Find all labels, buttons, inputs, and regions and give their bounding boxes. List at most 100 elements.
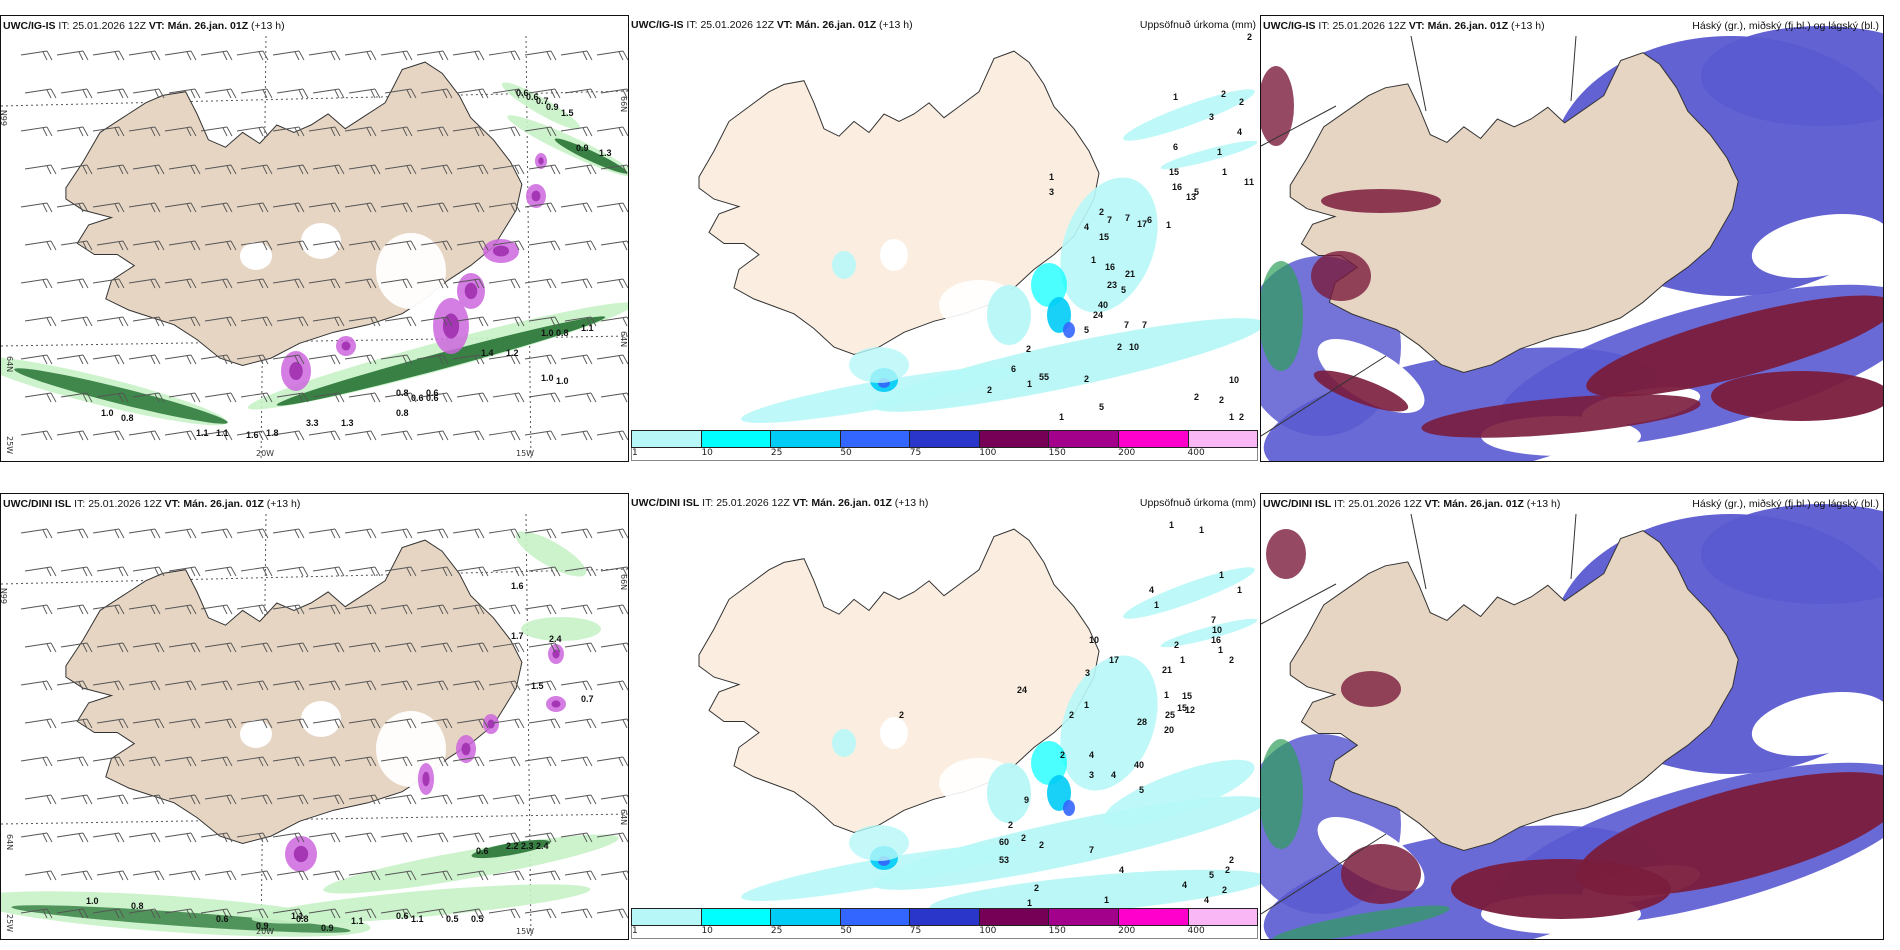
wind-barb	[488, 908, 521, 919]
wind-barb	[240, 566, 273, 577]
valid-time: Mán. 26.jan. 01Z	[183, 498, 264, 510]
wind-barb	[488, 604, 521, 615]
wind-barb	[276, 164, 309, 175]
wind-barb	[240, 164, 273, 175]
wind-barb	[308, 50, 341, 61]
wind-barb	[416, 680, 449, 691]
wind-barb	[416, 604, 449, 615]
wind-barb	[456, 794, 489, 805]
legend-swatch	[771, 909, 841, 925]
wind-barb	[384, 718, 417, 729]
wind-barb	[600, 794, 628, 805]
wind-barb	[528, 642, 561, 653]
wind-barb	[240, 642, 273, 653]
vt-label: VT:	[148, 20, 165, 32]
wind-barb	[236, 278, 269, 289]
lead-time: (+13 h)	[1511, 20, 1545, 32]
wind-barb	[492, 718, 525, 729]
precip-value-label: 3	[1209, 112, 1214, 122]
high-cloud-area	[1261, 261, 1303, 371]
wind-barb	[348, 240, 381, 251]
wind-barb	[24, 870, 57, 881]
wind-barb	[56, 908, 89, 919]
wind-barb	[308, 126, 341, 137]
wind-barb	[128, 908, 161, 919]
precip-value-label: 4	[1119, 865, 1124, 875]
wind-barb	[24, 718, 57, 729]
wind-barb	[200, 430, 233, 441]
valid-time: Mán. 26.jan. 01Z	[811, 497, 892, 509]
wind-barb	[420, 870, 453, 881]
precip-area	[741, 367, 1017, 423]
wind-barb	[344, 50, 377, 61]
panel-title: UWC/DINI ISL IT: 25.01.2026 12Z VT: Mán.…	[631, 497, 928, 509]
wind-barb	[488, 756, 521, 767]
wind-barb	[128, 832, 161, 843]
wind-barb	[128, 756, 161, 767]
legend-swatch	[632, 909, 702, 925]
latitude-label: 66N	[1, 588, 9, 604]
wind-barb	[524, 202, 557, 213]
precip-area	[1160, 140, 1258, 170]
precip-value-label: 2.4	[549, 634, 562, 644]
wind-barb	[600, 88, 628, 99]
wind-barb	[560, 604, 593, 615]
precip-value-label: 2.2	[506, 841, 519, 851]
precip-value-label: 16	[1172, 182, 1182, 192]
wind-barb	[200, 278, 233, 289]
wind-barb	[312, 718, 345, 729]
wind-barb	[524, 354, 557, 365]
wind-barb	[200, 126, 233, 137]
wind-barb	[488, 430, 521, 441]
legend-tick-label: 1	[632, 448, 638, 458]
wind-barb	[452, 202, 485, 213]
wind-barb	[380, 756, 413, 767]
precip-area	[1063, 800, 1075, 816]
wind-barb	[96, 642, 129, 653]
wind-barb	[276, 870, 309, 881]
wind-barb	[596, 50, 628, 61]
latitude-label: 64N	[5, 834, 14, 850]
precip-value-label: 1	[1166, 220, 1171, 230]
wind-precip-map[interactable]: 66N 64N 25W 20W 15W 66N 64N 1.6 1.7 2.4 1.5 0.7 0.6 2…	[1, 494, 629, 940]
precip-value-label: 10	[1089, 635, 1099, 645]
wind-barb	[276, 88, 309, 99]
valid-time: Mán. 26.jan. 01Z	[1443, 498, 1524, 510]
wind-barb	[564, 240, 597, 251]
precip-value-label: 0.6	[476, 846, 489, 856]
wind-barb	[416, 832, 449, 843]
init-time: 25.01.2026 12Z	[700, 19, 774, 31]
precip-value-label: 10	[1229, 375, 1239, 385]
precip-area	[987, 285, 1031, 345]
precip-band	[251, 884, 591, 924]
precip-value-label: 2	[1239, 412, 1244, 422]
wind-barb	[600, 316, 628, 327]
longitude-gridline	[260, 513, 267, 939]
wind-barb	[456, 88, 489, 99]
wind-barb	[200, 756, 233, 767]
wind-barb	[560, 832, 593, 843]
cloud-cover-map[interactable]	[1261, 494, 1884, 940]
wind-barb	[20, 50, 53, 61]
wind-barb	[60, 240, 93, 251]
wind-barb	[92, 278, 125, 289]
legend-tick-label: 100	[979, 926, 997, 936]
legend-swatch	[910, 431, 980, 447]
wind-barb	[56, 528, 89, 539]
wind-barb	[276, 392, 309, 403]
legend-tick-label: 10	[701, 926, 713, 936]
convective-core	[492, 245, 510, 257]
glacier-patch	[301, 701, 341, 737]
wind-barb	[564, 566, 597, 577]
cloud-cover-map[interactable]	[1261, 16, 1884, 462]
vt-label: VT:	[164, 498, 181, 510]
precip-band	[521, 617, 601, 641]
wind-barb	[488, 680, 521, 691]
wind-barb	[524, 604, 557, 615]
model-name: UWC/DINI ISL	[1263, 498, 1332, 510]
wind-barb	[132, 392, 165, 403]
wind-barb	[560, 680, 593, 691]
